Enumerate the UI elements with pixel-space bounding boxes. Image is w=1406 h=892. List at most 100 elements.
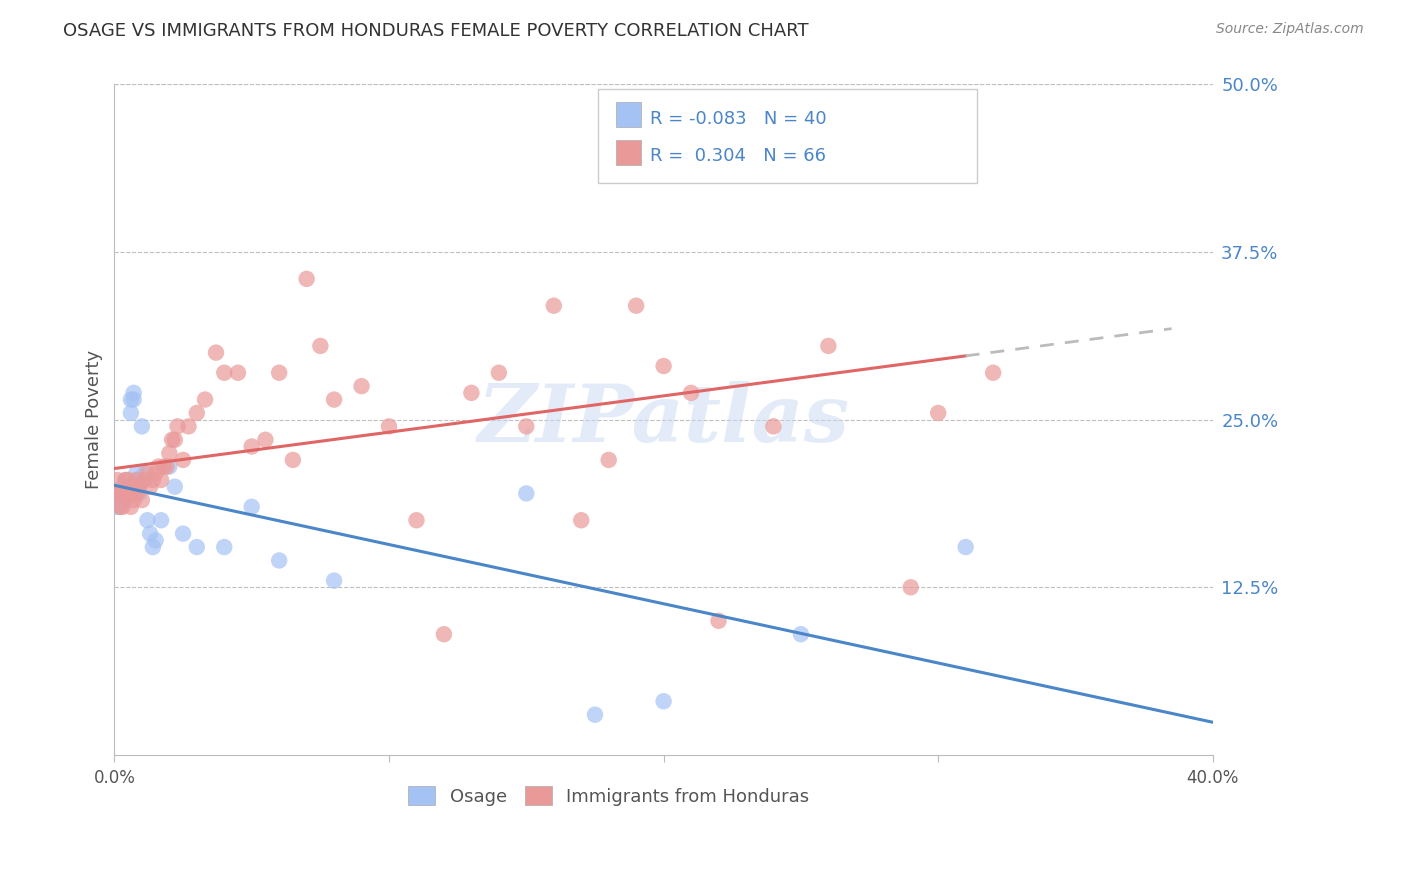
Point bbox=[163, 480, 186, 494]
Point bbox=[583, 707, 606, 722]
Point bbox=[624, 299, 647, 313]
Point bbox=[433, 627, 456, 641]
Text: Source: ZipAtlas.com: Source: ZipAtlas.com bbox=[1216, 22, 1364, 37]
Y-axis label: Female Poverty: Female Poverty bbox=[86, 350, 103, 489]
Point bbox=[136, 467, 159, 481]
Point bbox=[295, 272, 318, 286]
Point bbox=[177, 419, 200, 434]
Point bbox=[122, 493, 145, 508]
Point bbox=[120, 500, 142, 514]
Point bbox=[128, 486, 150, 500]
Point bbox=[125, 467, 148, 481]
Point bbox=[111, 480, 134, 494]
Point bbox=[128, 480, 150, 494]
Point bbox=[134, 467, 156, 481]
Point bbox=[136, 513, 159, 527]
Point bbox=[900, 580, 922, 594]
Point bbox=[125, 486, 148, 500]
Point bbox=[790, 627, 813, 641]
Point bbox=[155, 459, 177, 474]
Point bbox=[117, 473, 139, 487]
Point bbox=[120, 406, 142, 420]
Point bbox=[117, 486, 139, 500]
Point bbox=[160, 433, 183, 447]
Point bbox=[652, 694, 675, 708]
Point bbox=[145, 533, 167, 548]
Point bbox=[122, 385, 145, 400]
Point bbox=[139, 480, 162, 494]
Text: R =  0.304   N = 66: R = 0.304 N = 66 bbox=[650, 147, 825, 165]
Point bbox=[762, 419, 785, 434]
Point bbox=[186, 540, 208, 554]
Point bbox=[120, 486, 142, 500]
Point bbox=[105, 486, 128, 500]
Point bbox=[105, 473, 128, 487]
Point bbox=[569, 513, 592, 527]
Point bbox=[240, 500, 263, 514]
Point bbox=[142, 540, 165, 554]
Point bbox=[194, 392, 217, 407]
Point bbox=[186, 406, 208, 420]
Point bbox=[405, 513, 427, 527]
Point bbox=[122, 392, 145, 407]
Point bbox=[212, 540, 235, 554]
Point bbox=[122, 480, 145, 494]
Point bbox=[148, 459, 170, 474]
Point bbox=[139, 526, 162, 541]
Point bbox=[108, 486, 131, 500]
Point bbox=[226, 366, 249, 380]
Point bbox=[681, 385, 703, 400]
Point bbox=[134, 473, 156, 487]
Point bbox=[111, 486, 134, 500]
Legend: Osage, Immigrants from Honduras: Osage, Immigrants from Honduras bbox=[401, 779, 817, 813]
Point bbox=[205, 345, 228, 359]
Point bbox=[125, 473, 148, 487]
Point bbox=[955, 540, 977, 554]
Point bbox=[117, 486, 139, 500]
Point bbox=[114, 473, 136, 487]
Point bbox=[150, 473, 173, 487]
Text: R = -0.083   N = 40: R = -0.083 N = 40 bbox=[650, 110, 827, 128]
Point bbox=[350, 379, 373, 393]
Point bbox=[163, 433, 186, 447]
Point bbox=[111, 500, 134, 514]
Point bbox=[157, 446, 180, 460]
Point bbox=[543, 299, 565, 313]
Point bbox=[254, 433, 277, 447]
Point bbox=[105, 493, 128, 508]
Point bbox=[117, 486, 139, 500]
Point bbox=[114, 473, 136, 487]
Point bbox=[378, 419, 401, 434]
Point bbox=[515, 419, 537, 434]
Point bbox=[269, 366, 291, 380]
Point bbox=[172, 526, 194, 541]
Point bbox=[309, 339, 332, 353]
Point bbox=[150, 513, 173, 527]
Point bbox=[142, 473, 165, 487]
Point bbox=[131, 419, 153, 434]
Point bbox=[108, 500, 131, 514]
Point bbox=[955, 158, 977, 172]
Point bbox=[212, 366, 235, 380]
Point bbox=[323, 392, 346, 407]
Point bbox=[323, 574, 346, 588]
Text: OSAGE VS IMMIGRANTS FROM HONDURAS FEMALE POVERTY CORRELATION CHART: OSAGE VS IMMIGRANTS FROM HONDURAS FEMALE… bbox=[63, 22, 808, 40]
Point bbox=[460, 385, 482, 400]
Point bbox=[652, 359, 675, 373]
Point bbox=[981, 366, 1004, 380]
Point bbox=[125, 473, 148, 487]
Point bbox=[927, 406, 949, 420]
Point bbox=[111, 486, 134, 500]
Point bbox=[157, 459, 180, 474]
Point bbox=[108, 500, 131, 514]
Point bbox=[131, 493, 153, 508]
Point bbox=[111, 493, 134, 508]
Point bbox=[145, 467, 167, 481]
Point bbox=[128, 480, 150, 494]
Point bbox=[114, 493, 136, 508]
Point bbox=[172, 453, 194, 467]
Point bbox=[108, 486, 131, 500]
Point bbox=[845, 158, 868, 172]
Point bbox=[117, 480, 139, 494]
Point bbox=[166, 419, 188, 434]
